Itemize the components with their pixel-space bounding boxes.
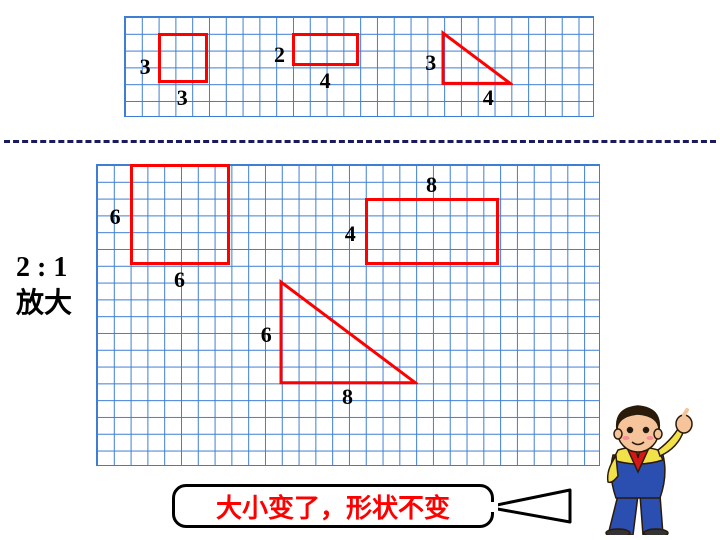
label-top-tri-w: 4 [483,85,494,111]
label-bot-rect-h: 4 [345,221,356,247]
label-bot-square-h: 6 [110,204,121,230]
section-divider [4,140,716,143]
label-top-square-w: 3 [177,85,188,111]
label-top-rect-h: 2 [274,42,285,68]
label-bot-tri-w: 8 [342,384,353,410]
top-triangle [440,30,513,86]
bottom-rect [365,198,499,265]
ratio-line1: 2 : 1 [16,250,72,286]
label-bot-rect-w: 8 [426,172,437,198]
speech-bubble: 大小变了，形状不变 [172,484,494,528]
label-bot-tri-h: 6 [261,322,272,348]
ratio-label: 2 : 1 放大 [16,250,72,323]
label-top-tri-h: 3 [425,50,436,76]
bottom-triangle [278,279,418,386]
speech-tail [490,488,580,528]
label-bot-square-w: 6 [174,267,185,293]
speech-text: 大小变了，形状不变 [216,488,450,525]
bottom-square [130,164,231,265]
top-square [158,33,208,83]
character-boy [588,400,708,535]
top-rect [292,33,359,67]
label-top-rect-w: 4 [320,68,331,94]
label-top-square-h: 3 [140,54,151,80]
ratio-line2: 放大 [16,286,72,322]
